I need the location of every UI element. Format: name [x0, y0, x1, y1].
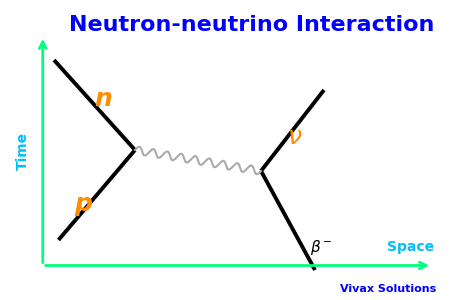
Text: n: n [94, 87, 112, 111]
Text: Space: Space [387, 241, 434, 254]
Text: $\beta^-$: $\beta^-$ [310, 238, 333, 257]
Text: Neutron-neutrino Interaction: Neutron-neutrino Interaction [69, 15, 435, 35]
Text: $\nu$: $\nu$ [287, 124, 302, 148]
Text: Vivax Solutions: Vivax Solutions [340, 284, 436, 294]
Text: p: p [74, 192, 92, 216]
Text: Time: Time [15, 132, 30, 170]
